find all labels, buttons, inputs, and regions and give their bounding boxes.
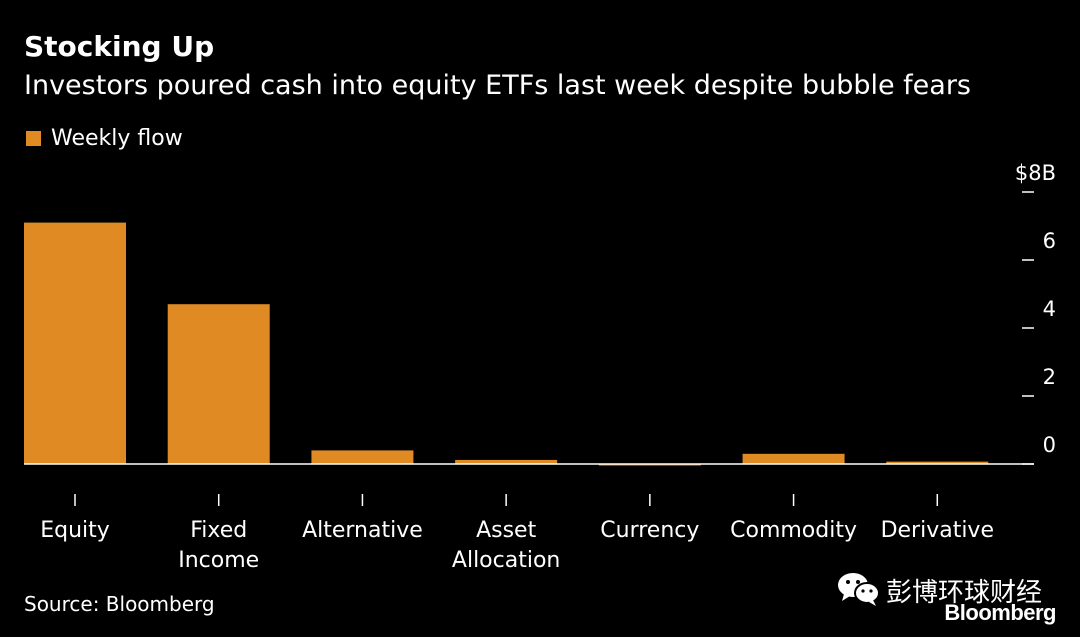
logo-chinese-text: 彭博环球财经 (886, 578, 1043, 608)
bar-alternative (311, 450, 414, 464)
logo-bloomberg-text: Bloomberg (944, 600, 1056, 625)
x-tick-label: Derivative (881, 518, 994, 543)
bar-commodity (742, 453, 845, 464)
y-tick-label: 0 (1043, 433, 1056, 457)
x-tick-label: Asset Allocation (452, 518, 560, 573)
bar-equity (24, 222, 126, 464)
wechat-icon (838, 573, 880, 606)
legend-swatch (26, 131, 41, 146)
bar-asset-allocation (455, 459, 558, 464)
x-tick-label: Fixed Income (178, 518, 259, 573)
legend-label: Weekly flow (51, 126, 183, 151)
chart-title: Stocking Up (24, 30, 215, 63)
x-tick-label: Commodity (730, 518, 857, 543)
publisher-logo: 彭博环球财经 Bloomberg (836, 570, 1066, 630)
legend: Weekly flow (26, 126, 183, 151)
y-tick-label: 6 (1043, 229, 1056, 253)
source-note: Source: Bloomberg (24, 592, 215, 616)
x-tick-label: Equity (40, 518, 110, 543)
chart-subtitle: Investors poured cash into equity ETFs l… (24, 70, 971, 101)
bar-fixed-income (167, 304, 270, 464)
bar-derivative (886, 461, 989, 464)
x-tick-label: Currency (600, 518, 699, 543)
y-tick-label: 2 (1043, 365, 1056, 389)
y-tick-label: $8B (1015, 161, 1056, 185)
x-tick-label: Alternative (302, 518, 423, 543)
y-tick-label: 4 (1043, 297, 1056, 321)
